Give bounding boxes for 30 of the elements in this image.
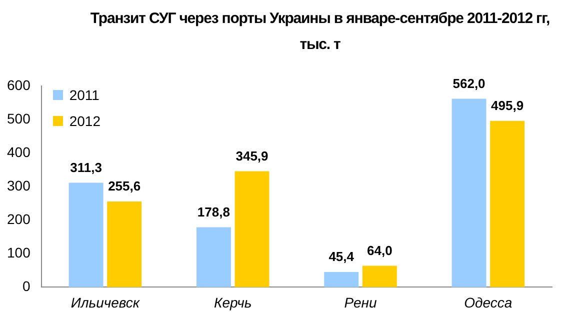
data-label: 178,8 [197,204,230,220]
data-label: 495,9 [491,98,524,113]
y-tick-label: 300 [7,177,31,194]
data-label: 311,3 [70,160,102,175]
y-tick-label: 500 [7,110,31,126]
y-tick-label: 400 [7,144,31,160]
data-label: 255,6 [108,178,141,194]
bar [107,201,142,288]
chart-title: Транзит СУГ через порты Украины в январе-сентябре 2011-2012 гг, тыс. т [90,9,550,55]
data-label: 64,0 [367,242,392,258]
y-tick-label: 0 [22,278,31,294]
legend-label: 2012 [69,113,100,129]
y-tick-label: 600 [7,76,31,93]
bar [324,272,359,288]
x-tick-label: Рени [344,294,377,310]
legend-label: 2011 [69,87,100,103]
data-label: 45,4 [328,249,355,264]
bar [68,182,104,288]
x-tick-label: Одесса [464,294,512,310]
bar [452,98,486,288]
bar [196,227,231,288]
bar [234,171,270,288]
x-tick-label: Керчь [214,294,252,310]
y-tick-label: 100 [7,244,31,261]
bar [362,266,397,288]
data-label: 345,9 [236,148,268,164]
y-tick-label: 200 [7,210,31,227]
bar [490,120,525,288]
data-label: 562,0 [452,76,486,91]
x-tick-label: Ильичевск [70,294,141,310]
